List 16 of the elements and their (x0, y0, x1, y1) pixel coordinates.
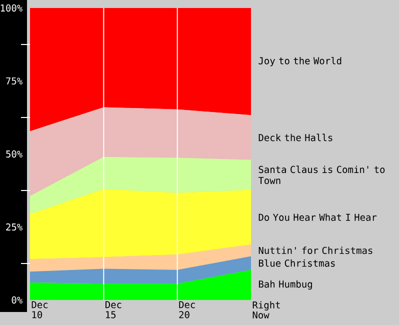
x-tick-label: Dec 20 (179, 301, 195, 318)
series-label: Deck the Halls (258, 134, 332, 142)
y-tick-label: 50% (6, 150, 22, 158)
y-tick-label: 25% (6, 223, 22, 231)
x-tick-label: Right Now (252, 301, 280, 319)
x-tick-label: Dec 10 (32, 301, 48, 318)
series-label: Santa Claus is Comin' to Town (258, 166, 385, 184)
y-tick-label: 100% (0, 4, 22, 12)
x-tick-label: Dec 15 (106, 301, 122, 318)
series-label: Do You Hear What I Hear (258, 214, 377, 221)
y-tick-label: 75% (6, 77, 22, 85)
y-tick-label: 0% (12, 296, 22, 304)
series-label: Joy to the World (258, 56, 342, 66)
series-label: Blue Christmas (258, 259, 335, 267)
series-label: Bah Humbug (258, 280, 312, 290)
series-label: Nuttin' for Christmas (258, 246, 372, 254)
